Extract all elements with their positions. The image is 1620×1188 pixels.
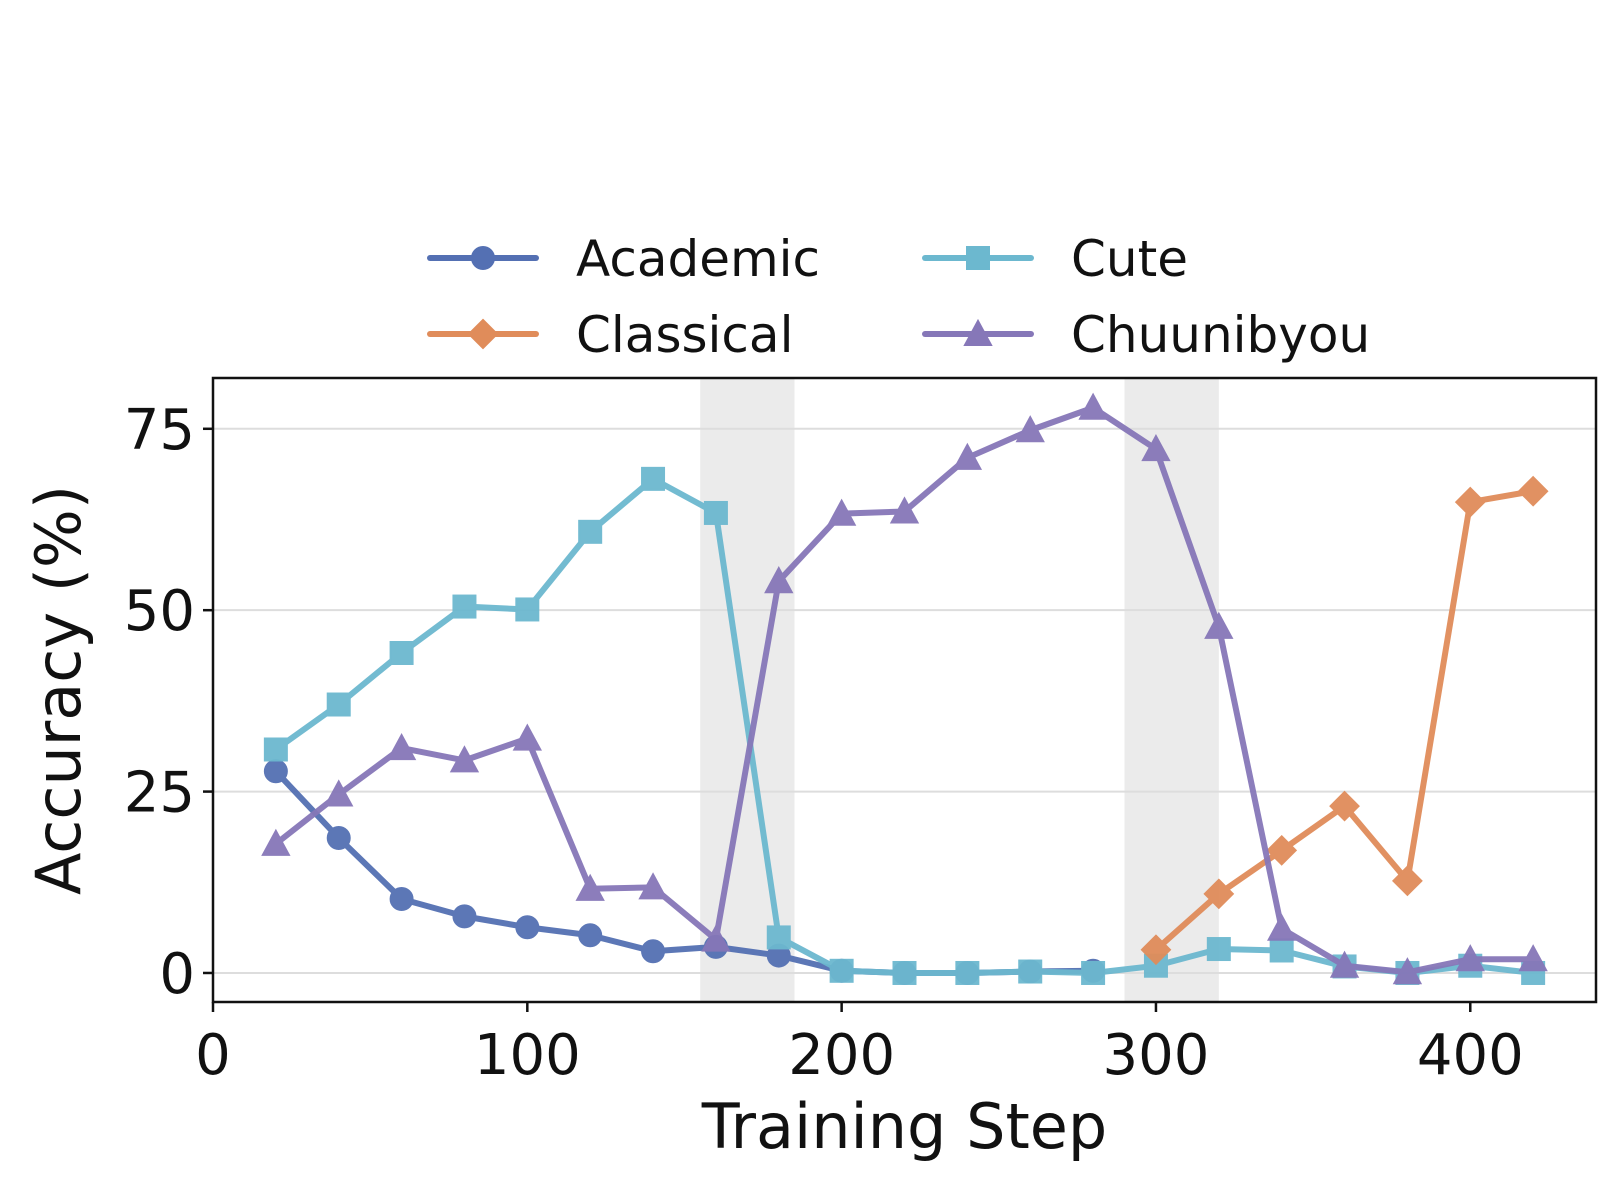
data-point-classical-400 bbox=[1454, 486, 1486, 518]
data-point-cute-40 bbox=[326, 692, 351, 717]
y-tick-label-75: 75 bbox=[124, 398, 195, 463]
data-point-chuunibyou-300 bbox=[1141, 434, 1171, 462]
data-point-chuunibyou-360 bbox=[1329, 950, 1360, 978]
y-axis-ticks: 0 25 50 75 bbox=[124, 398, 213, 1007]
series-classical bbox=[1140, 475, 1549, 966]
data-point-chuunibyou-340 bbox=[1267, 913, 1297, 941]
data-point-chuunibyou-280 bbox=[1078, 392, 1108, 420]
data-point-cute-240 bbox=[955, 960, 980, 985]
legend-marker-chuunibyou bbox=[963, 318, 993, 347]
data-point-academic-100 bbox=[515, 915, 540, 940]
shaded-region-1 bbox=[700, 378, 795, 1002]
legend-label-academic: Academic bbox=[576, 230, 820, 288]
legend-marker-cute bbox=[966, 246, 990, 270]
data-point-chuunibyou-180 bbox=[764, 566, 794, 594]
series-chuunibyou bbox=[261, 392, 1548, 985]
legend-label-chuunibyou: Chuunibyou bbox=[1071, 306, 1370, 364]
data-point-academic-40 bbox=[326, 826, 351, 851]
shaded-region-2 bbox=[1124, 378, 1219, 1002]
series-layer bbox=[261, 392, 1549, 985]
data-point-chuunibyou-400 bbox=[1455, 944, 1485, 972]
y-tick-label-50: 50 bbox=[124, 579, 195, 644]
x-axis-ticks: 0 100 200 300 400 bbox=[195, 1002, 1524, 1088]
data-point-chuunibyou-160 bbox=[701, 924, 731, 952]
data-point-chuunibyou-420 bbox=[1518, 944, 1548, 972]
data-point-chuunibyou-260 bbox=[1015, 415, 1045, 443]
data-point-chuunibyou-220 bbox=[889, 496, 920, 524]
plot-frame bbox=[211, 376, 1598, 1004]
data-point-chuunibyou-320 bbox=[1204, 611, 1234, 639]
data-point-cute-320 bbox=[1206, 937, 1231, 962]
y-axis-label: Accuracy (%) bbox=[22, 485, 95, 895]
data-point-chuunibyou-40 bbox=[324, 779, 354, 807]
data-point-classical-320 bbox=[1203, 878, 1235, 910]
data-point-academic-60 bbox=[389, 886, 414, 911]
data-point-cute-120 bbox=[578, 519, 603, 544]
data-point-classical-420 bbox=[1517, 475, 1549, 507]
data-point-academic-120 bbox=[578, 923, 603, 948]
data-point-chuunibyou-200 bbox=[826, 498, 857, 526]
chart-legend: Academic Classical Cute Chuunibyou bbox=[427, 230, 1370, 364]
data-point-cute-340 bbox=[1269, 938, 1294, 963]
x-tick-label-300: 300 bbox=[1103, 1023, 1210, 1088]
data-point-academic-140 bbox=[641, 939, 666, 964]
data-point-cute-20 bbox=[263, 737, 288, 762]
plot-area bbox=[211, 376, 1598, 1004]
x-tick-label-100: 100 bbox=[474, 1023, 581, 1088]
data-point-academic-80 bbox=[452, 904, 477, 929]
data-point-chuunibyou-100 bbox=[512, 723, 542, 751]
legend-marker-academic bbox=[471, 246, 495, 270]
data-point-cute-160 bbox=[703, 500, 728, 525]
data-point-academic-20 bbox=[263, 759, 288, 784]
data-point-classical-360 bbox=[1329, 790, 1360, 822]
data-point-cute-180 bbox=[766, 925, 791, 950]
data-point-chuunibyou-60 bbox=[386, 732, 417, 761]
data-point-cute-200 bbox=[829, 958, 854, 983]
legend-item-classical: Classical bbox=[427, 306, 793, 364]
legend-item-academic: Academic bbox=[427, 230, 820, 288]
data-point-cute-100 bbox=[515, 597, 540, 622]
data-point-chuunibyou-120 bbox=[575, 873, 605, 901]
legend-item-cute: Cute bbox=[922, 230, 1188, 288]
y-tick-label-25: 25 bbox=[124, 761, 195, 826]
y-tick-label-0: 0 bbox=[159, 942, 195, 1007]
legend-marker-classical bbox=[467, 318, 499, 350]
data-point-chuunibyou-80 bbox=[449, 745, 480, 773]
data-point-cute-220 bbox=[892, 960, 917, 985]
legend-item-chuunibyou: Chuunibyou bbox=[922, 306, 1370, 364]
legend-label-classical: Classical bbox=[576, 306, 793, 364]
data-point-cute-80 bbox=[452, 594, 477, 619]
data-point-cute-140 bbox=[641, 466, 666, 491]
x-tick-label-400: 400 bbox=[1417, 1023, 1524, 1088]
data-point-chuunibyou-20 bbox=[261, 828, 291, 856]
x-tick-label-200: 200 bbox=[788, 1023, 895, 1088]
shaded-regions bbox=[700, 378, 1219, 1002]
data-point-cute-260 bbox=[1018, 959, 1043, 984]
x-axis-label: Training Step bbox=[701, 1090, 1108, 1163]
data-point-classical-380 bbox=[1391, 865, 1423, 897]
data-point-cute-60 bbox=[389, 640, 414, 665]
legend-label-cute: Cute bbox=[1071, 230, 1188, 288]
data-point-cute-280 bbox=[1081, 960, 1106, 985]
data-point-chuunibyou-140 bbox=[638, 872, 668, 900]
data-point-chuunibyou-380 bbox=[1392, 957, 1423, 985]
data-point-classical-300 bbox=[1140, 934, 1172, 966]
data-point-chuunibyou-240 bbox=[952, 442, 983, 470]
data-point-classical-340 bbox=[1266, 834, 1298, 866]
x-tick-label-0: 0 bbox=[195, 1023, 231, 1088]
